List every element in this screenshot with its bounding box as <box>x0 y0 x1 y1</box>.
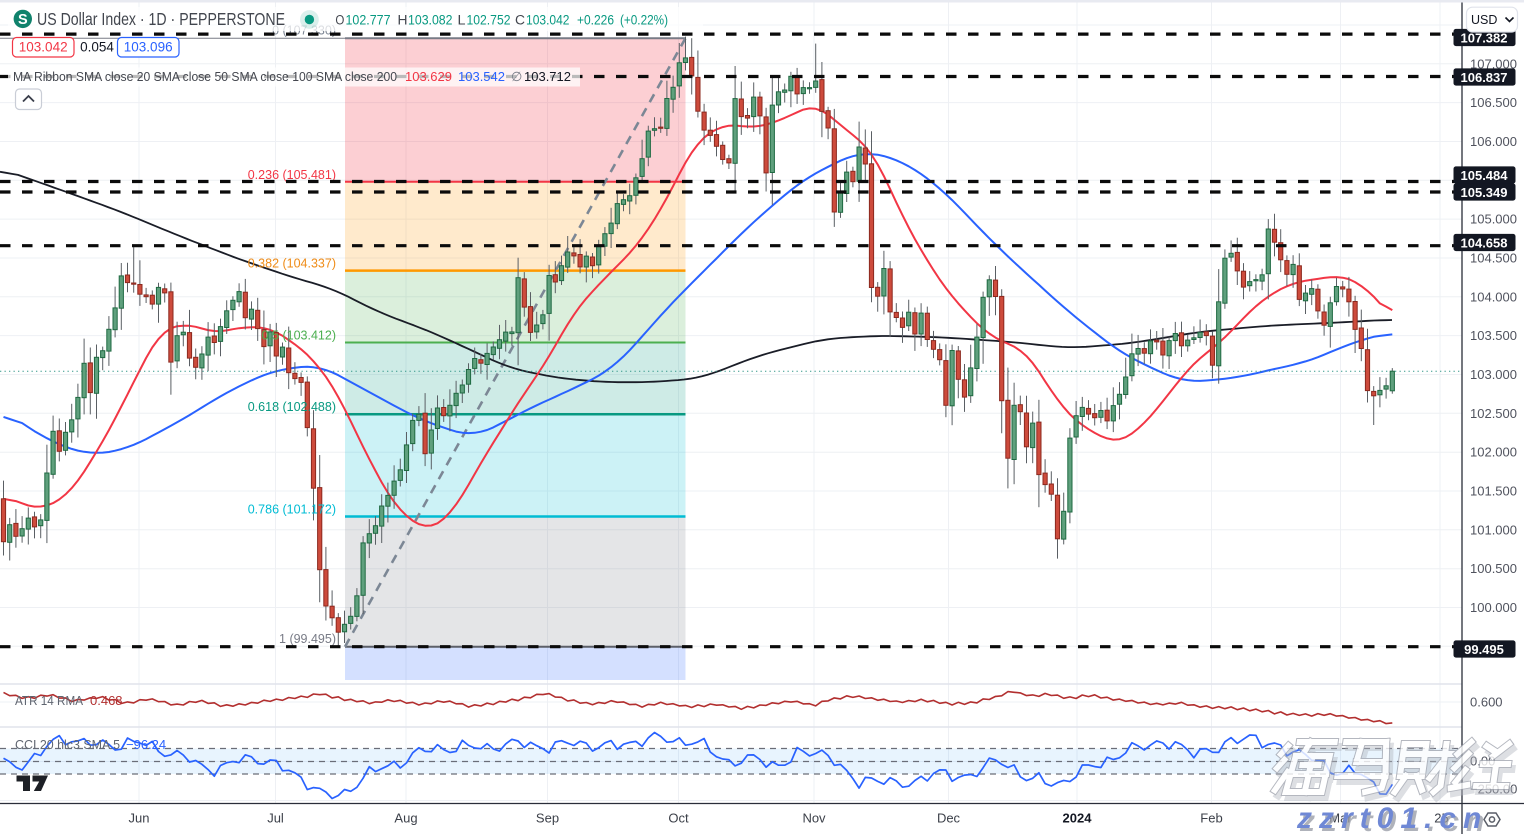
svg-text:103.042: 103.042 <box>526 13 570 28</box>
svg-text:99.495: 99.495 <box>1464 642 1504 657</box>
svg-text:0.382 (104.337): 0.382 (104.337) <box>248 257 336 271</box>
svg-text:105.000: 105.000 <box>1470 212 1517 227</box>
svg-text:103.542: 103.542 <box>458 69 505 84</box>
svg-text:−96.24: −96.24 <box>126 737 166 752</box>
svg-text:MA Ribbon SMA close 20 SMA clo: MA Ribbon SMA close 20 SMA close 50 SMA … <box>13 69 397 84</box>
svg-text:2024: 2024 <box>1063 811 1093 826</box>
svg-text:107.382: 107.382 <box>1461 30 1508 45</box>
svg-text:0.786 (101.172): 0.786 (101.172) <box>248 503 336 517</box>
svg-text:0.618 (102.488): 0.618 (102.488) <box>248 400 336 414</box>
svg-text:102.777: 102.777 <box>346 13 391 28</box>
svg-text:0.468: 0.468 <box>90 693 123 708</box>
svg-text:H: H <box>398 13 408 28</box>
svg-text:103.712: 103.712 <box>524 69 571 84</box>
svg-text:105.349: 105.349 <box>1461 185 1508 200</box>
svg-text:103.629: 103.629 <box>405 69 452 84</box>
svg-text:C: C <box>515 13 525 28</box>
svg-text:103.042: 103.042 <box>19 40 68 55</box>
svg-text:+0.226: +0.226 <box>577 13 614 28</box>
svg-text:US Dollar Index · 1D · PEPPERS: US Dollar Index · 1D · PEPPERSTONE <box>37 9 285 29</box>
svg-text:0.054: 0.054 <box>80 40 114 55</box>
svg-text:Aug: Aug <box>394 811 417 826</box>
svg-text:106.000: 106.000 <box>1470 134 1517 149</box>
svg-text:0.236 (105.481): 0.236 (105.481) <box>248 168 336 182</box>
svg-text:O: O <box>335 13 344 28</box>
svg-text:Sep: Sep <box>536 811 559 826</box>
svg-text:25: 25 <box>1434 811 1448 826</box>
svg-text:104.500: 104.500 <box>1470 251 1517 266</box>
svg-text:Jul: Jul <box>267 811 284 826</box>
svg-text:Jun: Jun <box>129 811 150 826</box>
svg-text:L: L <box>458 13 467 28</box>
svg-text:106.500: 106.500 <box>1470 95 1517 110</box>
svg-text:107.000: 107.000 <box>1470 56 1517 71</box>
svg-text:CCI 20 hlc3 SMA 5: CCI 20 hlc3 SMA 5 <box>15 737 120 752</box>
svg-text:0.600: 0.600 <box>1470 695 1503 710</box>
svg-text:Mar: Mar <box>1329 811 1352 826</box>
svg-text:Nov: Nov <box>802 811 826 826</box>
svg-text:103.000: 103.000 <box>1470 367 1517 382</box>
svg-text:0.5 (103.412): 0.5 (103.412) <box>262 329 336 343</box>
svg-text:∅: ∅ <box>511 69 522 84</box>
svg-text:100.000: 100.000 <box>1470 600 1517 615</box>
svg-text:Feb: Feb <box>1200 811 1222 826</box>
svg-text:103.082: 103.082 <box>408 13 453 28</box>
svg-text:S: S <box>18 12 28 28</box>
svg-text:102.500: 102.500 <box>1470 406 1517 421</box>
svg-text:zzrt01.cn: zzrt01.cn <box>1296 802 1488 834</box>
svg-text:101.000: 101.000 <box>1470 522 1517 537</box>
svg-text:100.500: 100.500 <box>1470 561 1517 576</box>
svg-text:(+0.22%): (+0.22%) <box>620 13 668 28</box>
svg-text:101.500: 101.500 <box>1470 484 1517 499</box>
svg-text:102.752: 102.752 <box>467 13 511 28</box>
svg-text:102.000: 102.000 <box>1470 445 1517 460</box>
svg-text:1 (99.495): 1 (99.495) <box>279 632 336 646</box>
svg-text:103.096: 103.096 <box>124 40 173 55</box>
svg-text:105.484: 105.484 <box>1461 168 1509 183</box>
svg-text:Oct: Oct <box>668 811 689 826</box>
svg-text:ATR 14 RMA: ATR 14 RMA <box>15 693 83 708</box>
svg-text:Dec: Dec <box>937 811 961 826</box>
svg-text:zzrt01.cn: zzrt01.cn <box>1299 805 1491 834</box>
svg-text:103.500: 103.500 <box>1470 328 1517 343</box>
svg-text:USD: USD <box>1471 13 1497 27</box>
svg-text:106.837: 106.837 <box>1461 70 1508 85</box>
svg-text:104.658: 104.658 <box>1461 235 1508 250</box>
svg-text:104.000: 104.000 <box>1470 289 1517 304</box>
